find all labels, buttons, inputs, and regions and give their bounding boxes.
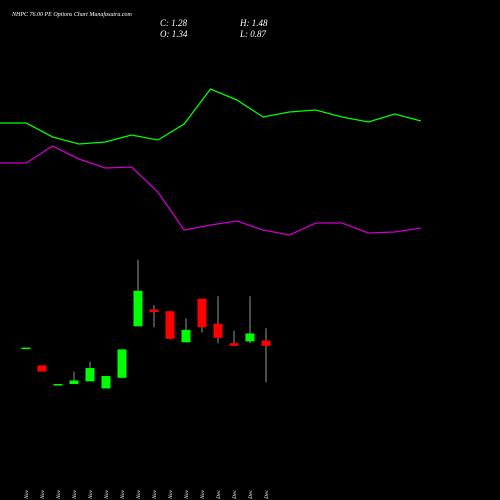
candle-body bbox=[53, 384, 63, 386]
chart-title: NHPC 76.00 PE Options Chart Munafasutra.… bbox=[11, 11, 133, 18]
line bbox=[0, 145, 422, 236]
x-tick-label: 26 Nov bbox=[168, 489, 174, 500]
x-tick-label: 18 Nov bbox=[72, 489, 78, 500]
x-tick-label: 07 Nov bbox=[24, 489, 30, 500]
candle-body bbox=[133, 290, 143, 327]
low-label: L: 0.87 bbox=[239, 29, 267, 39]
open-label: O: 1.34 bbox=[160, 29, 188, 39]
candle-body bbox=[197, 298, 207, 328]
x-tick-label: 27 Nov bbox=[184, 489, 190, 500]
x-tick-label: 03 Dec bbox=[248, 489, 254, 500]
candle-body bbox=[149, 309, 159, 313]
candle-body bbox=[117, 349, 127, 378]
candle-body bbox=[85, 368, 95, 382]
high-label: H: 1.48 bbox=[239, 18, 268, 28]
candle-body bbox=[69, 380, 79, 385]
candle-body bbox=[261, 340, 271, 346]
x-tick-label: 17 Nov bbox=[56, 489, 62, 500]
line bbox=[0, 88, 422, 145]
x-tick-label: 14 Nov bbox=[39, 489, 46, 500]
candle-body bbox=[213, 323, 223, 338]
candle-body bbox=[181, 329, 191, 343]
x-tick-label: 28 Nov bbox=[200, 489, 206, 500]
x-tick-label: 20 Nov bbox=[104, 489, 110, 500]
candle-body bbox=[21, 347, 31, 350]
candle-body bbox=[229, 343, 239, 346]
x-tick-label: 02 Dec bbox=[232, 489, 238, 500]
candle-body bbox=[37, 365, 47, 372]
x-tick-label: 01 Dec bbox=[216, 489, 222, 500]
x-tick-label: 24 Nov bbox=[135, 489, 142, 500]
candle-body bbox=[101, 376, 111, 389]
candle-body bbox=[165, 311, 175, 339]
candle-body bbox=[245, 333, 255, 342]
x-tick-label: 04 Dec bbox=[263, 489, 270, 500]
x-tick-label: 19 Nov bbox=[88, 489, 94, 500]
x-tick-label: 25 Nov bbox=[152, 489, 158, 500]
close-label: C: 1.28 bbox=[160, 18, 188, 28]
x-tick-label: 21 Nov bbox=[120, 489, 126, 500]
